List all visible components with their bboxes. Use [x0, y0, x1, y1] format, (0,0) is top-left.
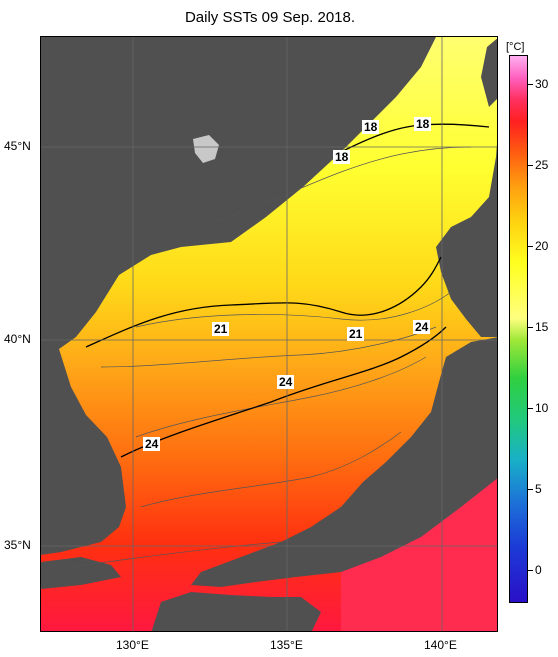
isotherm-thin-2 — [135, 291, 452, 328]
contour-label-24a: 24 — [413, 320, 431, 334]
colorbar-label-30: 30 — [535, 77, 549, 91]
southwest-japan-land — [151, 592, 321, 631]
asia-landmass — [41, 37, 436, 555]
colorbar — [509, 55, 528, 603]
colorbar-label-10: 10 — [535, 401, 549, 415]
isotherm-thin-4 — [135, 356, 427, 438]
lat-label-40: 40°N — [4, 332, 31, 346]
sst-map — [40, 36, 498, 632]
contour-label-21a: 21 — [212, 322, 230, 336]
colorbar-label-15: 15 — [535, 320, 549, 334]
isotherm-21 — [85, 256, 442, 348]
lat-label-35: 35°N — [4, 538, 31, 552]
lon-label-135: 135°E — [270, 638, 303, 652]
colorbar-label-5: 5 — [535, 482, 542, 496]
island-north — [193, 135, 219, 163]
colorbar-label-0: 0 — [535, 563, 542, 577]
contour-label-18a: 18 — [362, 120, 380, 134]
colorbar-unit: [°C] — [506, 41, 525, 53]
colorbar-tick-20 — [528, 246, 533, 247]
lon-label-130: 130°E — [116, 638, 149, 652]
contour-label-21b: 21 — [347, 327, 365, 341]
isotherm-thin-1 — [210, 146, 472, 223]
honshu-land — [191, 337, 497, 587]
pacific-warm-water — [341, 478, 497, 631]
map-title: Daily SSTs 09 Sep. 2018. — [184, 9, 356, 26]
contour-label-24c: 24 — [143, 437, 161, 451]
hokkaido-land — [436, 143, 497, 337]
contour-label-18c: 18 — [333, 150, 351, 164]
colorbar-tick-10 — [528, 408, 533, 409]
lon-label-140: 140°E — [424, 638, 457, 652]
lat-label-45: 45°N — [4, 139, 31, 153]
colorbar-tick-5 — [528, 489, 533, 490]
korea-south-coast — [41, 557, 121, 589]
contour-label-18b: 18 — [414, 117, 432, 131]
colorbar-tick-30 — [528, 84, 533, 85]
isotherm-thin-5 — [140, 431, 402, 508]
colorbar-tick-0 — [528, 570, 533, 571]
contour-label-24b: 24 — [277, 375, 295, 389]
colorbar-tick-15 — [528, 327, 533, 328]
isotherm-thin-6 — [70, 541, 282, 568]
isotherm-thin-3 — [100, 326, 437, 368]
isotherm-24 — [120, 326, 447, 458]
colorbar-label-20: 20 — [535, 239, 549, 253]
colorbar-label-25: 25 — [535, 158, 549, 172]
sakhalin-land — [481, 38, 497, 107]
colorbar-tick-25 — [528, 165, 533, 166]
